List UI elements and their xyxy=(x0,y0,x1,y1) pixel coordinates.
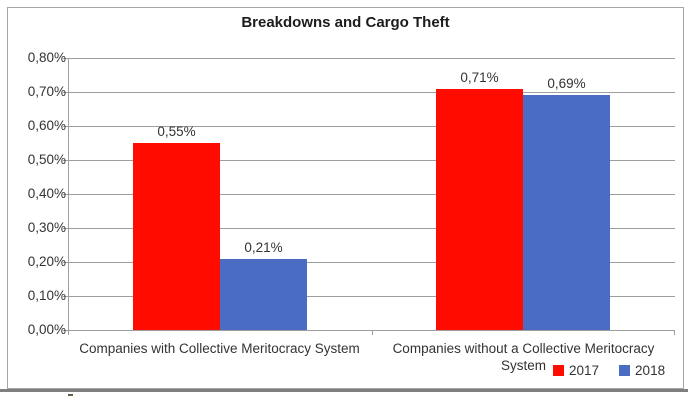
plot-area: 0,55% 0,71% 0,21% 0,69% xyxy=(63,58,675,335)
y-tick-label: 0,70% xyxy=(27,84,66,99)
y-axis-tick xyxy=(63,296,68,297)
y-tick-label: 0,30% xyxy=(27,220,66,235)
y-tick-label: 0,50% xyxy=(27,152,66,167)
gridline xyxy=(68,296,675,297)
bar-value-label: 0,71% xyxy=(460,70,499,85)
chart-title: Breakdowns and Cargo Theft xyxy=(241,14,450,31)
y-tick-label: 0,10% xyxy=(27,288,66,303)
chart[interactable]: Breakdowns and Cargo Theft 0,55% 0,71% 0,2… xyxy=(7,7,684,389)
legend-item-2018: 2018 xyxy=(619,363,665,378)
y-axis-tick xyxy=(63,228,68,229)
bar-value-label: 0,69% xyxy=(547,76,586,91)
bar-value-label: 0,21% xyxy=(244,240,283,255)
legend-label-2018: 2018 xyxy=(635,363,666,378)
gridline xyxy=(68,228,675,229)
y-tick-label: 0,80% xyxy=(27,50,66,65)
y-axis-tick xyxy=(63,330,68,331)
y-tick-label: 0,00% xyxy=(27,322,66,337)
legend-item-2017: 2017 xyxy=(553,363,599,378)
gridline xyxy=(68,58,675,59)
y-tick-label: 0,40% xyxy=(27,186,66,201)
x-axis-tick xyxy=(68,330,69,335)
x-category-label-1: Companies with Collective Meritocracy Sy… xyxy=(79,341,360,356)
bar-2017-category-2 xyxy=(436,89,523,330)
gridline xyxy=(68,92,675,93)
bar-2018-category-1 xyxy=(220,259,307,330)
x-axis-tick xyxy=(674,330,675,335)
legend-swatch-2017-icon xyxy=(553,365,564,376)
bar-2018-category-2 xyxy=(523,95,610,330)
y-axis-tick xyxy=(63,126,68,127)
gridline xyxy=(68,262,675,263)
bar-value-label: 0,55% xyxy=(157,124,196,139)
legend: 2017 2018 xyxy=(553,363,665,378)
divider-line xyxy=(0,389,688,392)
legend-swatch-2018-icon xyxy=(619,365,631,376)
gridline xyxy=(68,194,675,195)
legend-label-2017: 2017 xyxy=(569,363,600,378)
gridline xyxy=(68,160,675,161)
y-tick-label: 0,60% xyxy=(27,118,66,133)
y-tick-label: 0,20% xyxy=(27,254,66,269)
gridline xyxy=(68,126,675,127)
y-axis-tick xyxy=(63,262,68,263)
y-axis-tick xyxy=(63,58,68,59)
x-axis-tick xyxy=(372,330,373,335)
x-category-label-2: Companies without a Collective Meritocra… xyxy=(392,341,655,373)
cursor-artifact xyxy=(68,394,73,396)
gridline xyxy=(68,330,675,331)
y-axis-tick xyxy=(63,92,68,93)
bar-2017-category-1 xyxy=(133,143,220,330)
y-axis-tick xyxy=(63,194,68,195)
y-axis-tick xyxy=(63,160,68,161)
